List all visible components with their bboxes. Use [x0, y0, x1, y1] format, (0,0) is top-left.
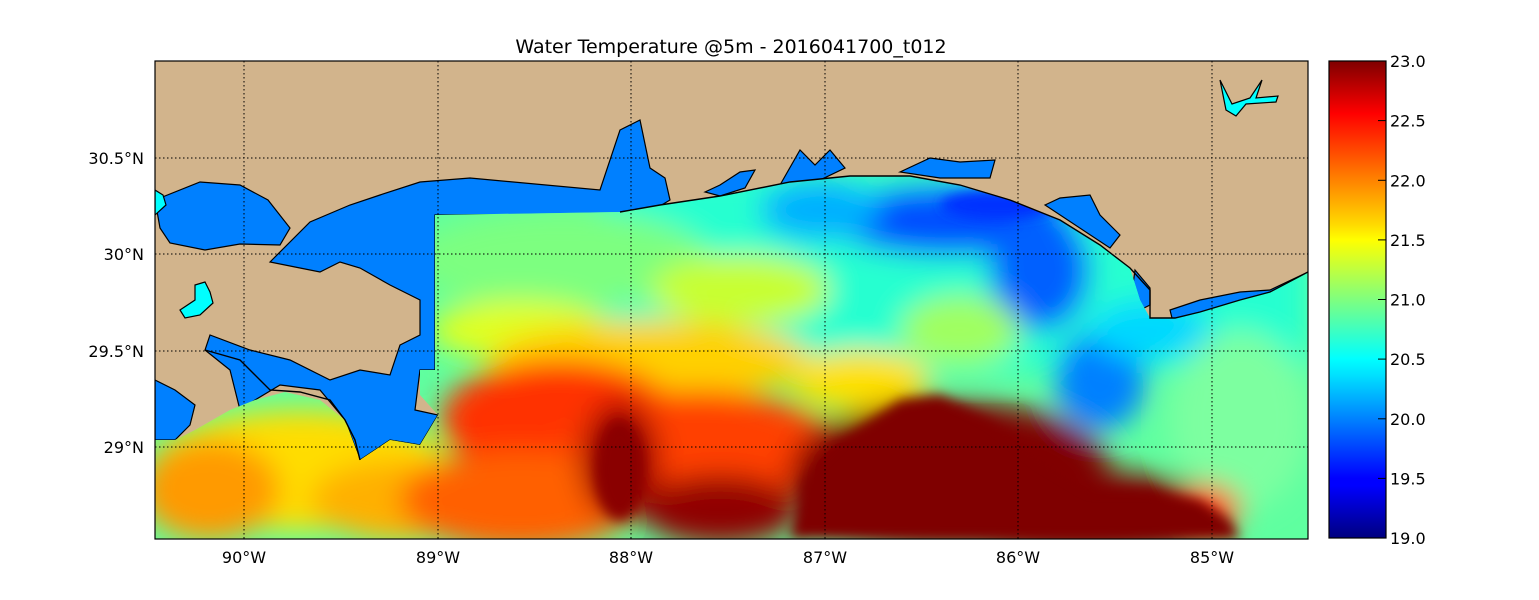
lake-east: [1219, 79, 1279, 117]
map-frame: [154, 60, 1309, 540]
colorbar-tick-label: 23.0: [1390, 52, 1426, 71]
colorbar: 23.0 22.5 22.0 21.5 21.0 20.5 20.0 19.5 …: [1328, 52, 1426, 548]
lon-tick-label: 88°W: [609, 548, 653, 567]
lat-tick-label: 30.5°N: [88, 149, 144, 168]
lakes: [155, 79, 1279, 319]
coastline: [204, 175, 1308, 461]
lat-tick-labels: 30.5°N 30°N 29.5°N 29°N: [88, 149, 144, 457]
lat-tick-label: 29°N: [104, 438, 144, 457]
lake-west: [179, 281, 214, 319]
lat-tick-label: 30°N: [104, 245, 144, 264]
lon-tick-labels: 90°W 89°W 88°W 87°W 86°W 85°W: [222, 548, 1234, 567]
colorbar-tick-labels: 23.0 22.5 22.0 21.5 21.0 20.5 20.0 19.5 …: [1390, 52, 1426, 548]
lon-tick-label: 90°W: [222, 548, 266, 567]
gridlines: [155, 61, 1308, 539]
colorbar-tick-label: 20.0: [1390, 410, 1426, 429]
lon-tick-label: 87°W: [803, 548, 847, 567]
lon-tick-label: 85°W: [1190, 548, 1234, 567]
lake-edge: [155, 189, 167, 216]
lon-tick-label: 89°W: [416, 548, 460, 567]
colorbar-gradient: [1328, 60, 1387, 539]
map-axes: [155, 61, 1308, 539]
colorbar-tick-label: 22.5: [1390, 112, 1426, 131]
colorbar-tick-label: 21.5: [1390, 231, 1426, 250]
colorbar-tick-label: 20.5: [1390, 350, 1426, 369]
map-title: Water Temperature @5m - 2016041700_t012: [515, 36, 946, 58]
colorbar-tick-label: 19.5: [1390, 469, 1426, 488]
masked-water: [155, 119, 1308, 461]
temperature-field: [155, 176, 1308, 539]
colorbar-tick-label: 19.0: [1390, 529, 1426, 548]
colorbar-tick-label: 21.0: [1390, 291, 1426, 310]
lat-tick-label: 29.5°N: [88, 342, 144, 361]
colorbar-ticks: [1378, 60, 1386, 539]
lon-tick-label: 86°W: [996, 548, 1040, 567]
colorbar-tick-label: 22.0: [1390, 171, 1426, 190]
